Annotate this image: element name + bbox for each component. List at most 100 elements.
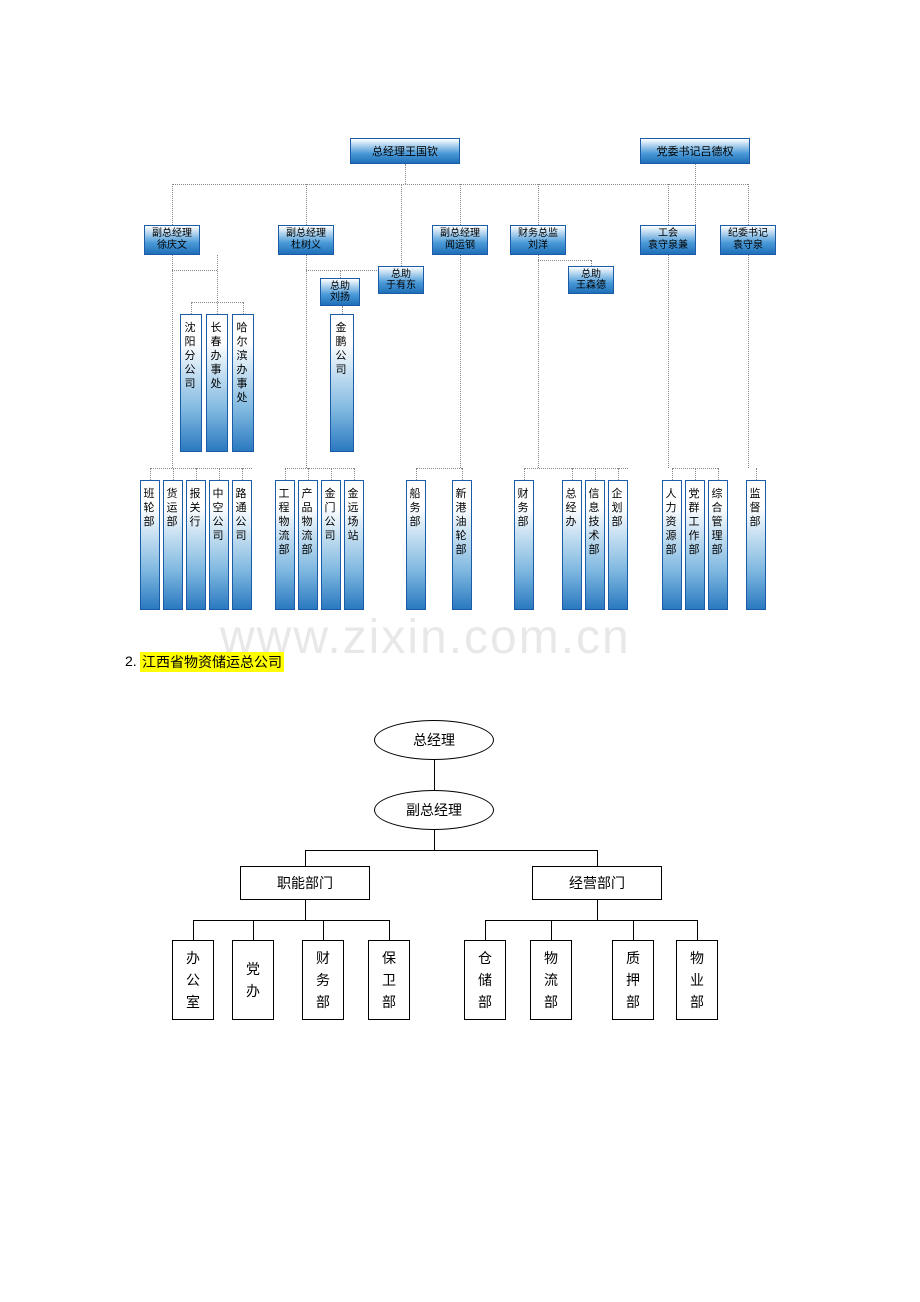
connector (193, 920, 194, 940)
org1-node-sy: 沈阳分公司 (180, 314, 202, 452)
connector (460, 184, 461, 225)
org2-gm-label: 总经理 (413, 730, 455, 750)
connector (748, 184, 749, 225)
connector (305, 900, 306, 920)
connector (668, 184, 669, 225)
org2-vgm: 副总经理 (374, 790, 494, 830)
connector (173, 468, 174, 480)
connector (217, 255, 218, 314)
org1-node-b15: 人力资源部 (662, 480, 682, 610)
connector (416, 468, 462, 469)
org1-node-union: 工会袁守泉兼 (640, 225, 696, 255)
org2-dept-d1: 党办 (232, 940, 274, 1020)
org1-node-b3: 中空公司 (209, 480, 229, 610)
org1-node-b18: 监督部 (746, 480, 766, 610)
connector (597, 850, 598, 866)
connector (756, 468, 757, 480)
connector (597, 900, 598, 920)
connector (243, 302, 244, 314)
caption-text: 江西省物资储运总公司 (140, 652, 284, 672)
connector (618, 468, 619, 480)
connector (668, 255, 669, 468)
connector (242, 468, 243, 480)
connector (462, 468, 463, 480)
connector (401, 184, 402, 266)
org1-node-b0: 班轮部 (140, 480, 160, 610)
diagram-page: 总经理王国钦党委书记吕德权 副总经理徐庆文副总经理杜树义副总经理闻运钢财务总监刘… (0, 0, 920, 1302)
connector (695, 164, 696, 225)
connector (306, 184, 307, 225)
connector (305, 850, 597, 851)
org1-node-jp: 金鹏公司 (330, 314, 354, 452)
connector (572, 468, 573, 480)
connector (219, 468, 220, 480)
org2-gm: 总经理 (374, 720, 494, 760)
connector (285, 468, 286, 480)
connector (340, 270, 341, 278)
connector (253, 920, 254, 940)
org1-node-b12: 总经办 (562, 480, 582, 610)
connector (538, 255, 539, 468)
org2-vgm-label: 副总经理 (406, 800, 462, 820)
connector (416, 468, 417, 480)
connector (633, 920, 634, 940)
connector (551, 920, 552, 940)
connector (485, 920, 697, 921)
connector (595, 468, 596, 480)
org1-node-b16: 党群工作部 (685, 480, 705, 610)
org2-dept-d0: 办公室 (172, 940, 214, 1020)
connector (323, 920, 324, 940)
connector (672, 468, 673, 480)
connector (524, 468, 525, 480)
org2-dept-d5: 物流部 (530, 940, 572, 1020)
connector (191, 302, 192, 314)
org2-dept-d2: 财务部 (302, 940, 344, 1020)
org1-node-a3: 总助王森德 (568, 266, 614, 294)
org1-node-b8: 金远场站 (344, 480, 364, 610)
org1-node-vgm1: 副总经理徐庆文 (144, 225, 200, 255)
org2-group-g2: 经营部门 (532, 866, 662, 900)
org1-node-b10: 新港油轮部 (452, 480, 472, 610)
connector (697, 920, 698, 940)
org1-node-b6: 产品物流部 (298, 480, 318, 610)
org2-group-g1: 职能部门 (240, 866, 370, 900)
connector (538, 260, 591, 261)
connector (172, 270, 217, 271)
org1-node-party: 党委书记吕德权 (640, 138, 750, 164)
org1-node-b1: 货运部 (163, 480, 183, 610)
org1-node-a2: 总助于有东 (378, 266, 424, 294)
org2-dept-d4: 仓储部 (464, 940, 506, 1020)
connector (718, 468, 719, 480)
org1-node-b7: 金门公司 (321, 480, 341, 610)
org1-node-b17: 综合管理部 (708, 480, 728, 610)
connector (460, 255, 461, 468)
connector (285, 468, 354, 469)
org1-node-b5: 工程物流部 (275, 480, 295, 610)
connector (305, 850, 306, 866)
connector (196, 468, 197, 480)
connector (485, 920, 486, 940)
connector (354, 468, 355, 480)
org1-node-b14: 企划部 (608, 480, 628, 610)
org1-node-b9: 船务部 (406, 480, 426, 610)
connector (331, 468, 332, 480)
connector (172, 184, 173, 225)
org2-dept-d6: 质押部 (612, 940, 654, 1020)
connector (342, 306, 343, 314)
connector (389, 920, 390, 940)
connector (150, 468, 252, 469)
connector (538, 184, 539, 225)
connector (308, 468, 309, 480)
org1-node-b11: 财务部 (514, 480, 534, 610)
org1-node-gm: 总经理王国钦 (350, 138, 460, 164)
org2-dept-d3: 保卫部 (368, 940, 410, 1020)
connector (434, 830, 435, 850)
connector (748, 255, 749, 468)
org1-node-cc: 长春办事处 (206, 314, 228, 452)
org1-node-b13: 信息技术部 (585, 480, 605, 610)
connector (695, 468, 696, 480)
connector (306, 255, 307, 468)
connector (405, 164, 406, 184)
org1-node-hrb: 哈尔滨办事处 (232, 314, 254, 452)
connector (524, 468, 628, 469)
